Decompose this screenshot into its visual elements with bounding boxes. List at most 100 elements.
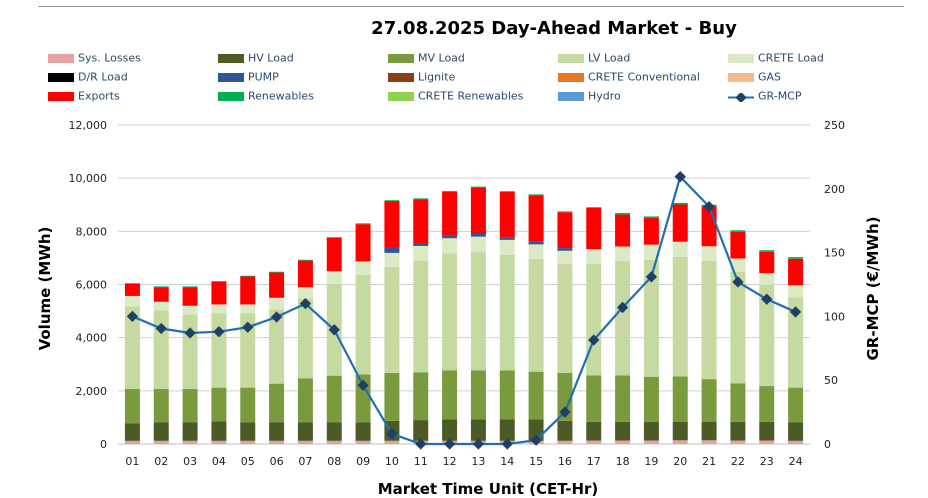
bar-segment — [643, 244, 659, 260]
legend-label: Hydro — [588, 89, 621, 103]
bar-segment — [413, 260, 429, 373]
bar-segment — [586, 263, 602, 376]
bar-segment — [672, 376, 688, 422]
bar-segment — [788, 387, 804, 423]
bar-segment — [182, 314, 198, 389]
mcp-line — [131, 174, 797, 446]
legend-swatch — [218, 72, 244, 82]
bar-segment — [355, 274, 371, 375]
bar-segment — [326, 375, 342, 423]
x-tick-label: 05 — [241, 455, 255, 468]
legend-swatch — [48, 72, 74, 82]
bar-segment — [182, 286, 198, 288]
bar-segment — [470, 252, 486, 371]
legend-swatch — [388, 53, 414, 63]
bar-segment — [788, 257, 804, 259]
bar-segment — [297, 440, 313, 444]
bar-segment — [528, 244, 544, 259]
bar-segment — [499, 239, 515, 255]
bar-segment — [615, 375, 631, 422]
bar-segment — [586, 207, 602, 250]
legend-item: HV Load — [218, 51, 294, 65]
bar-segment — [730, 271, 746, 384]
bar-segment — [730, 383, 746, 422]
legend-item: CRETE Load — [728, 51, 824, 65]
mcp-point — [472, 438, 485, 450]
mcp-point — [703, 201, 715, 213]
bar-segment — [297, 259, 313, 261]
bar-segment — [701, 421, 717, 441]
legend-label: LV Load — [588, 51, 631, 65]
legend-label: Renewables — [248, 89, 314, 103]
legend-swatch — [558, 53, 584, 63]
bar-segment — [615, 246, 631, 262]
bar-segment — [672, 241, 688, 257]
x-tick-label: 14 — [500, 455, 514, 468]
bar-segment — [384, 201, 400, 248]
x-tick-label: 08 — [327, 455, 341, 468]
bar-segment — [701, 379, 717, 422]
bar-segment — [643, 259, 659, 377]
top-rule — [38, 6, 904, 7]
x-tick-label: 17 — [587, 455, 601, 468]
bar-segment — [730, 440, 746, 444]
bar-segment — [557, 211, 573, 213]
bar-segment — [442, 238, 458, 254]
bar-segment — [413, 245, 429, 261]
x-tick-label: 09 — [356, 455, 370, 468]
y-tick-label: 8,000 — [76, 225, 108, 238]
legend-label: Lignite — [418, 70, 456, 84]
y2-tick-label: 0 — [824, 438, 831, 451]
bar-segment — [269, 422, 285, 441]
bar-segment — [124, 388, 140, 424]
mcp-point — [299, 297, 312, 310]
x-tick-label: 18 — [616, 455, 630, 468]
bar-segment — [759, 421, 775, 441]
bar-segment — [528, 371, 544, 420]
bar-segment — [470, 419, 486, 441]
bar-segment — [557, 420, 573, 441]
bar-segment — [124, 440, 140, 444]
bar-segment — [297, 298, 313, 379]
legend-swatch — [218, 53, 244, 63]
y2-axis-title: GR-MCP (€/MWh) — [864, 216, 882, 360]
x-tick-label: 21 — [702, 455, 716, 468]
bar-segment — [788, 440, 804, 444]
mcp-point — [155, 322, 167, 335]
bar-segment — [269, 297, 285, 310]
bar-segment — [672, 421, 688, 441]
bar-segment — [211, 421, 227, 441]
bar-segment — [759, 440, 775, 444]
mcp-point — [761, 293, 773, 305]
x-tick-label: 16 — [558, 455, 572, 468]
bar-segment — [211, 387, 227, 422]
bar-segment — [153, 310, 169, 389]
bar-segment — [442, 370, 458, 420]
bar-segment — [240, 440, 256, 444]
mcp-point — [789, 306, 802, 318]
legend-swatch — [558, 91, 584, 101]
x-tick-label: 13 — [471, 455, 485, 468]
bar-segment — [643, 440, 659, 444]
bar-segment — [413, 199, 429, 244]
y-axis-title: Volume (MWh) — [36, 227, 54, 351]
mcp-point — [415, 438, 427, 450]
bar-segment — [384, 200, 400, 202]
legend-item: GAS — [728, 70, 781, 84]
bar-segment — [326, 422, 342, 441]
bar-segment — [355, 223, 371, 225]
legend-swatch — [728, 91, 754, 103]
mcp-point — [357, 379, 369, 391]
bar-segment — [124, 283, 140, 296]
chart-title: 27.08.2025 Day-Ahead Market - Buy — [371, 18, 737, 39]
bar-segment — [528, 195, 544, 242]
bar-segment — [759, 285, 775, 387]
legend-item: CRETE Renewables — [388, 89, 523, 103]
bar-segment — [269, 309, 285, 384]
bar-segment — [355, 440, 371, 444]
bar-segment — [355, 422, 371, 441]
mcp-point — [213, 326, 225, 338]
bar-segment — [355, 261, 371, 275]
y2-tick-label: 100 — [824, 310, 845, 323]
